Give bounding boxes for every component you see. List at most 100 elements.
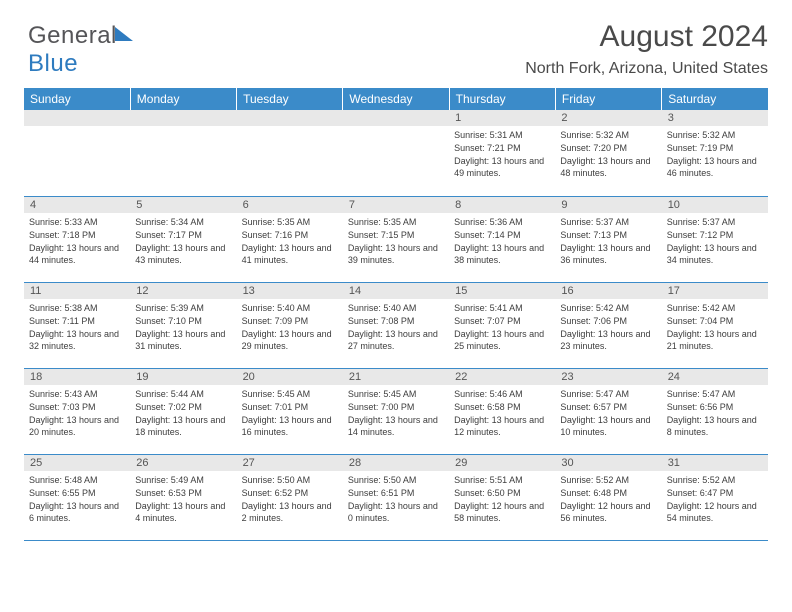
day-details: Sunrise: 5:39 AMSunset: 7:10 PMDaylight:… xyxy=(130,299,236,356)
sunset-line: Sunset: 7:01 PM xyxy=(242,401,338,413)
daylight-line: Daylight: 13 hours and 20 minutes. xyxy=(29,414,125,438)
day-number: 9 xyxy=(555,197,661,213)
day-details xyxy=(343,126,449,186)
sunrise-line: Sunrise: 5:50 AM xyxy=(348,474,444,486)
day-number: 22 xyxy=(449,369,555,385)
calendar-day-cell: 8Sunrise: 5:36 AMSunset: 7:14 PMDaylight… xyxy=(449,196,555,282)
day-number: 20 xyxy=(237,369,343,385)
day-number: 29 xyxy=(449,455,555,471)
calendar-day-cell: 7Sunrise: 5:35 AMSunset: 7:15 PMDaylight… xyxy=(343,196,449,282)
daylight-line: Daylight: 13 hours and 25 minutes. xyxy=(454,328,550,352)
day-number: 6 xyxy=(237,197,343,213)
sunset-line: Sunset: 7:07 PM xyxy=(454,315,550,327)
day-details: Sunrise: 5:47 AMSunset: 6:57 PMDaylight:… xyxy=(555,385,661,442)
weekday-header: Thursday xyxy=(449,88,555,110)
daylight-line: Daylight: 13 hours and 41 minutes. xyxy=(242,242,338,266)
calendar-day-cell: 1Sunrise: 5:31 AMSunset: 7:21 PMDaylight… xyxy=(449,110,555,196)
sunrise-line: Sunrise: 5:43 AM xyxy=(29,388,125,400)
day-details: Sunrise: 5:40 AMSunset: 7:08 PMDaylight:… xyxy=(343,299,449,356)
calendar-day-cell: 6Sunrise: 5:35 AMSunset: 7:16 PMDaylight… xyxy=(237,196,343,282)
calendar-day-cell: 17Sunrise: 5:42 AMSunset: 7:04 PMDayligh… xyxy=(662,282,768,368)
day-details: Sunrise: 5:41 AMSunset: 7:07 PMDaylight:… xyxy=(449,299,555,356)
sunset-line: Sunset: 7:16 PM xyxy=(242,229,338,241)
daylight-line: Daylight: 13 hours and 46 minutes. xyxy=(667,155,763,179)
day-details: Sunrise: 5:42 AMSunset: 7:06 PMDaylight:… xyxy=(555,299,661,356)
day-number: 12 xyxy=(130,283,236,299)
sunset-line: Sunset: 7:13 PM xyxy=(560,229,656,241)
day-number xyxy=(237,110,343,126)
calendar-day-cell: 18Sunrise: 5:43 AMSunset: 7:03 PMDayligh… xyxy=(24,368,130,454)
day-details: Sunrise: 5:37 AMSunset: 7:12 PMDaylight:… xyxy=(662,213,768,270)
sunrise-line: Sunrise: 5:37 AM xyxy=(560,216,656,228)
brand-logo: General Blue xyxy=(28,22,133,78)
day-details: Sunrise: 5:32 AMSunset: 7:19 PMDaylight:… xyxy=(662,126,768,183)
daylight-line: Daylight: 13 hours and 36 minutes. xyxy=(560,242,656,266)
sunrise-line: Sunrise: 5:47 AM xyxy=(667,388,763,400)
calendar-day-cell: 29Sunrise: 5:51 AMSunset: 6:50 PMDayligh… xyxy=(449,454,555,540)
day-details xyxy=(24,126,130,186)
day-details: Sunrise: 5:35 AMSunset: 7:16 PMDaylight:… xyxy=(237,213,343,270)
day-number: 28 xyxy=(343,455,449,471)
sunrise-line: Sunrise: 5:39 AM xyxy=(135,302,231,314)
sunset-line: Sunset: 6:57 PM xyxy=(560,401,656,413)
sunset-line: Sunset: 7:19 PM xyxy=(667,142,763,154)
calendar-day-cell: 3Sunrise: 5:32 AMSunset: 7:19 PMDaylight… xyxy=(662,110,768,196)
sunrise-line: Sunrise: 5:40 AM xyxy=(242,302,338,314)
calendar-day-cell: 30Sunrise: 5:52 AMSunset: 6:48 PMDayligh… xyxy=(555,454,661,540)
sunrise-line: Sunrise: 5:45 AM xyxy=(242,388,338,400)
calendar-week-row: 18Sunrise: 5:43 AMSunset: 7:03 PMDayligh… xyxy=(24,368,768,454)
sunrise-line: Sunrise: 5:50 AM xyxy=(242,474,338,486)
sunrise-line: Sunrise: 5:34 AM xyxy=(135,216,231,228)
day-number xyxy=(130,110,236,126)
day-number: 18 xyxy=(24,369,130,385)
daylight-line: Daylight: 13 hours and 8 minutes. xyxy=(667,414,763,438)
calendar-day-cell: 21Sunrise: 5:45 AMSunset: 7:00 PMDayligh… xyxy=(343,368,449,454)
day-number: 13 xyxy=(237,283,343,299)
daylight-line: Daylight: 13 hours and 43 minutes. xyxy=(135,242,231,266)
daylight-line: Daylight: 12 hours and 54 minutes. xyxy=(667,500,763,524)
daylight-line: Daylight: 13 hours and 14 minutes. xyxy=(348,414,444,438)
sunset-line: Sunset: 7:10 PM xyxy=(135,315,231,327)
day-details: Sunrise: 5:51 AMSunset: 6:50 PMDaylight:… xyxy=(449,471,555,528)
day-number: 2 xyxy=(555,110,661,126)
sunrise-line: Sunrise: 5:33 AM xyxy=(29,216,125,228)
calendar-day-cell: 20Sunrise: 5:45 AMSunset: 7:01 PMDayligh… xyxy=(237,368,343,454)
calendar-table: SundayMondayTuesdayWednesdayThursdayFrid… xyxy=(24,88,768,541)
sunset-line: Sunset: 6:56 PM xyxy=(667,401,763,413)
sunset-line: Sunset: 7:09 PM xyxy=(242,315,338,327)
calendar-day-cell: 19Sunrise: 5:44 AMSunset: 7:02 PMDayligh… xyxy=(130,368,236,454)
daylight-line: Daylight: 13 hours and 38 minutes. xyxy=(454,242,550,266)
calendar-week-row: 4Sunrise: 5:33 AMSunset: 7:18 PMDaylight… xyxy=(24,196,768,282)
calendar-day-cell: 11Sunrise: 5:38 AMSunset: 7:11 PMDayligh… xyxy=(24,282,130,368)
day-number: 26 xyxy=(130,455,236,471)
daylight-line: Daylight: 13 hours and 31 minutes. xyxy=(135,328,231,352)
daylight-line: Daylight: 13 hours and 4 minutes. xyxy=(135,500,231,524)
calendar-day-cell: 25Sunrise: 5:48 AMSunset: 6:55 PMDayligh… xyxy=(24,454,130,540)
daylight-line: Daylight: 13 hours and 6 minutes. xyxy=(29,500,125,524)
day-details: Sunrise: 5:48 AMSunset: 6:55 PMDaylight:… xyxy=(24,471,130,528)
sunrise-line: Sunrise: 5:35 AM xyxy=(242,216,338,228)
calendar-day-cell: 26Sunrise: 5:49 AMSunset: 6:53 PMDayligh… xyxy=(130,454,236,540)
sunset-line: Sunset: 7:11 PM xyxy=(29,315,125,327)
daylight-line: Daylight: 13 hours and 18 minutes. xyxy=(135,414,231,438)
sunrise-line: Sunrise: 5:46 AM xyxy=(454,388,550,400)
sunrise-line: Sunrise: 5:51 AM xyxy=(454,474,550,486)
sunrise-line: Sunrise: 5:52 AM xyxy=(560,474,656,486)
day-details: Sunrise: 5:42 AMSunset: 7:04 PMDaylight:… xyxy=(662,299,768,356)
daylight-line: Daylight: 13 hours and 12 minutes. xyxy=(454,414,550,438)
calendar-day-cell xyxy=(237,110,343,196)
day-number: 25 xyxy=(24,455,130,471)
sunset-line: Sunset: 7:18 PM xyxy=(29,229,125,241)
daylight-line: Daylight: 13 hours and 23 minutes. xyxy=(560,328,656,352)
sunset-line: Sunset: 6:53 PM xyxy=(135,487,231,499)
sunset-line: Sunset: 7:15 PM xyxy=(348,229,444,241)
calendar-day-cell: 2Sunrise: 5:32 AMSunset: 7:20 PMDaylight… xyxy=(555,110,661,196)
sunset-line: Sunset: 7:08 PM xyxy=(348,315,444,327)
calendar-day-cell: 13Sunrise: 5:40 AMSunset: 7:09 PMDayligh… xyxy=(237,282,343,368)
daylight-line: Daylight: 13 hours and 2 minutes. xyxy=(242,500,338,524)
calendar-day-cell: 16Sunrise: 5:42 AMSunset: 7:06 PMDayligh… xyxy=(555,282,661,368)
day-details: Sunrise: 5:35 AMSunset: 7:15 PMDaylight:… xyxy=(343,213,449,270)
day-details: Sunrise: 5:34 AMSunset: 7:17 PMDaylight:… xyxy=(130,213,236,270)
calendar-day-cell xyxy=(24,110,130,196)
sunrise-line: Sunrise: 5:32 AM xyxy=(560,129,656,141)
